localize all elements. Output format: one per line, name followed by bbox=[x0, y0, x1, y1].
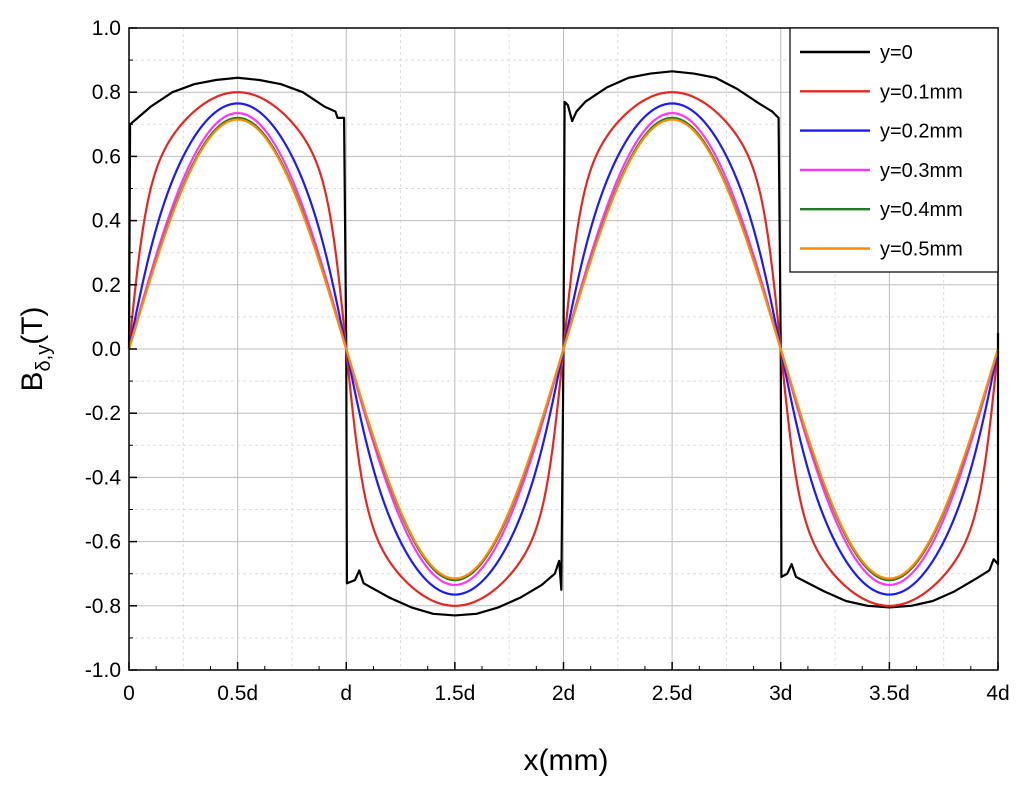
legend: y=0 y=0.1mm y=0.2mm y=0.3mm y=0.4mm y=0.5mm bbox=[789, 27, 999, 273]
y-tick-label: -0.2 bbox=[85, 402, 121, 425]
series-line-y-0 bbox=[127, 70, 1000, 617]
legend-entry: y=0.4mm bbox=[800, 199, 963, 221]
legend-label: y=0.4mm bbox=[880, 199, 963, 221]
y-tick-label: 0.4 bbox=[92, 210, 122, 233]
x-tick-label: d bbox=[340, 682, 352, 705]
legend-box bbox=[789, 27, 999, 273]
x-tick-label: 4d bbox=[986, 682, 1009, 705]
y-tick-label: 1.0 bbox=[92, 17, 121, 40]
y-tick-label: 0.6 bbox=[92, 145, 121, 168]
x-tick-label: 0 bbox=[123, 682, 135, 705]
y-axis-label-unit: (T) bbox=[16, 306, 49, 344]
legend-entry: y=0.5mm bbox=[800, 239, 963, 261]
legend-entry: y=0.3mm bbox=[800, 160, 963, 182]
y-axis-label: Bδ,y(T) bbox=[16, 306, 55, 391]
y-tick-label: 0.2 bbox=[92, 274, 121, 297]
legend-entry: y=0.1mm bbox=[800, 81, 963, 103]
x-axis-label: x(mm) bbox=[524, 744, 609, 777]
svg-text:Bδ,y(T): Bδ,y(T) bbox=[16, 306, 55, 391]
x-tick-label: 1.5d bbox=[434, 682, 475, 705]
series-group bbox=[127, 70, 1000, 617]
legend-entry: y=0.2mm bbox=[800, 121, 963, 143]
legend-label: y=0.5mm bbox=[880, 239, 963, 261]
x-tick-label: 3d bbox=[769, 682, 792, 705]
y-tick-label: -1.0 bbox=[85, 659, 121, 682]
x-tick-label: 2d bbox=[552, 682, 575, 705]
y-axis-label-subscript: δ,y bbox=[33, 345, 55, 372]
x-tick-label: 0.5d bbox=[217, 682, 258, 705]
y-tick-label: -0.8 bbox=[85, 595, 121, 618]
x-tick-label: 2.5d bbox=[652, 682, 693, 705]
series-line-y-0-5mm bbox=[127, 118, 1000, 580]
y-tick-label: -0.4 bbox=[85, 466, 122, 489]
axis-ticks: 0 0.5d d 1.5d 2d 2.5d 3d 3.5d 4d -1.0 -0.8 -0.6 -0.4… bbox=[85, 17, 1010, 705]
legend-label: y=0.1mm bbox=[880, 81, 963, 103]
y-tick-label: -0.6 bbox=[85, 531, 121, 554]
legend-entry: y=0 bbox=[800, 42, 913, 64]
legend-label: y=0 bbox=[880, 42, 913, 64]
y-tick-label: 0.8 bbox=[92, 81, 121, 104]
y-axis-label-main: B bbox=[16, 372, 49, 392]
legend-label: y=0.2mm bbox=[880, 121, 963, 143]
y-tick-label: 0.0 bbox=[92, 338, 121, 361]
x-tick-label: 3.5d bbox=[869, 682, 910, 705]
legend-label: y=0.3mm bbox=[880, 160, 963, 182]
